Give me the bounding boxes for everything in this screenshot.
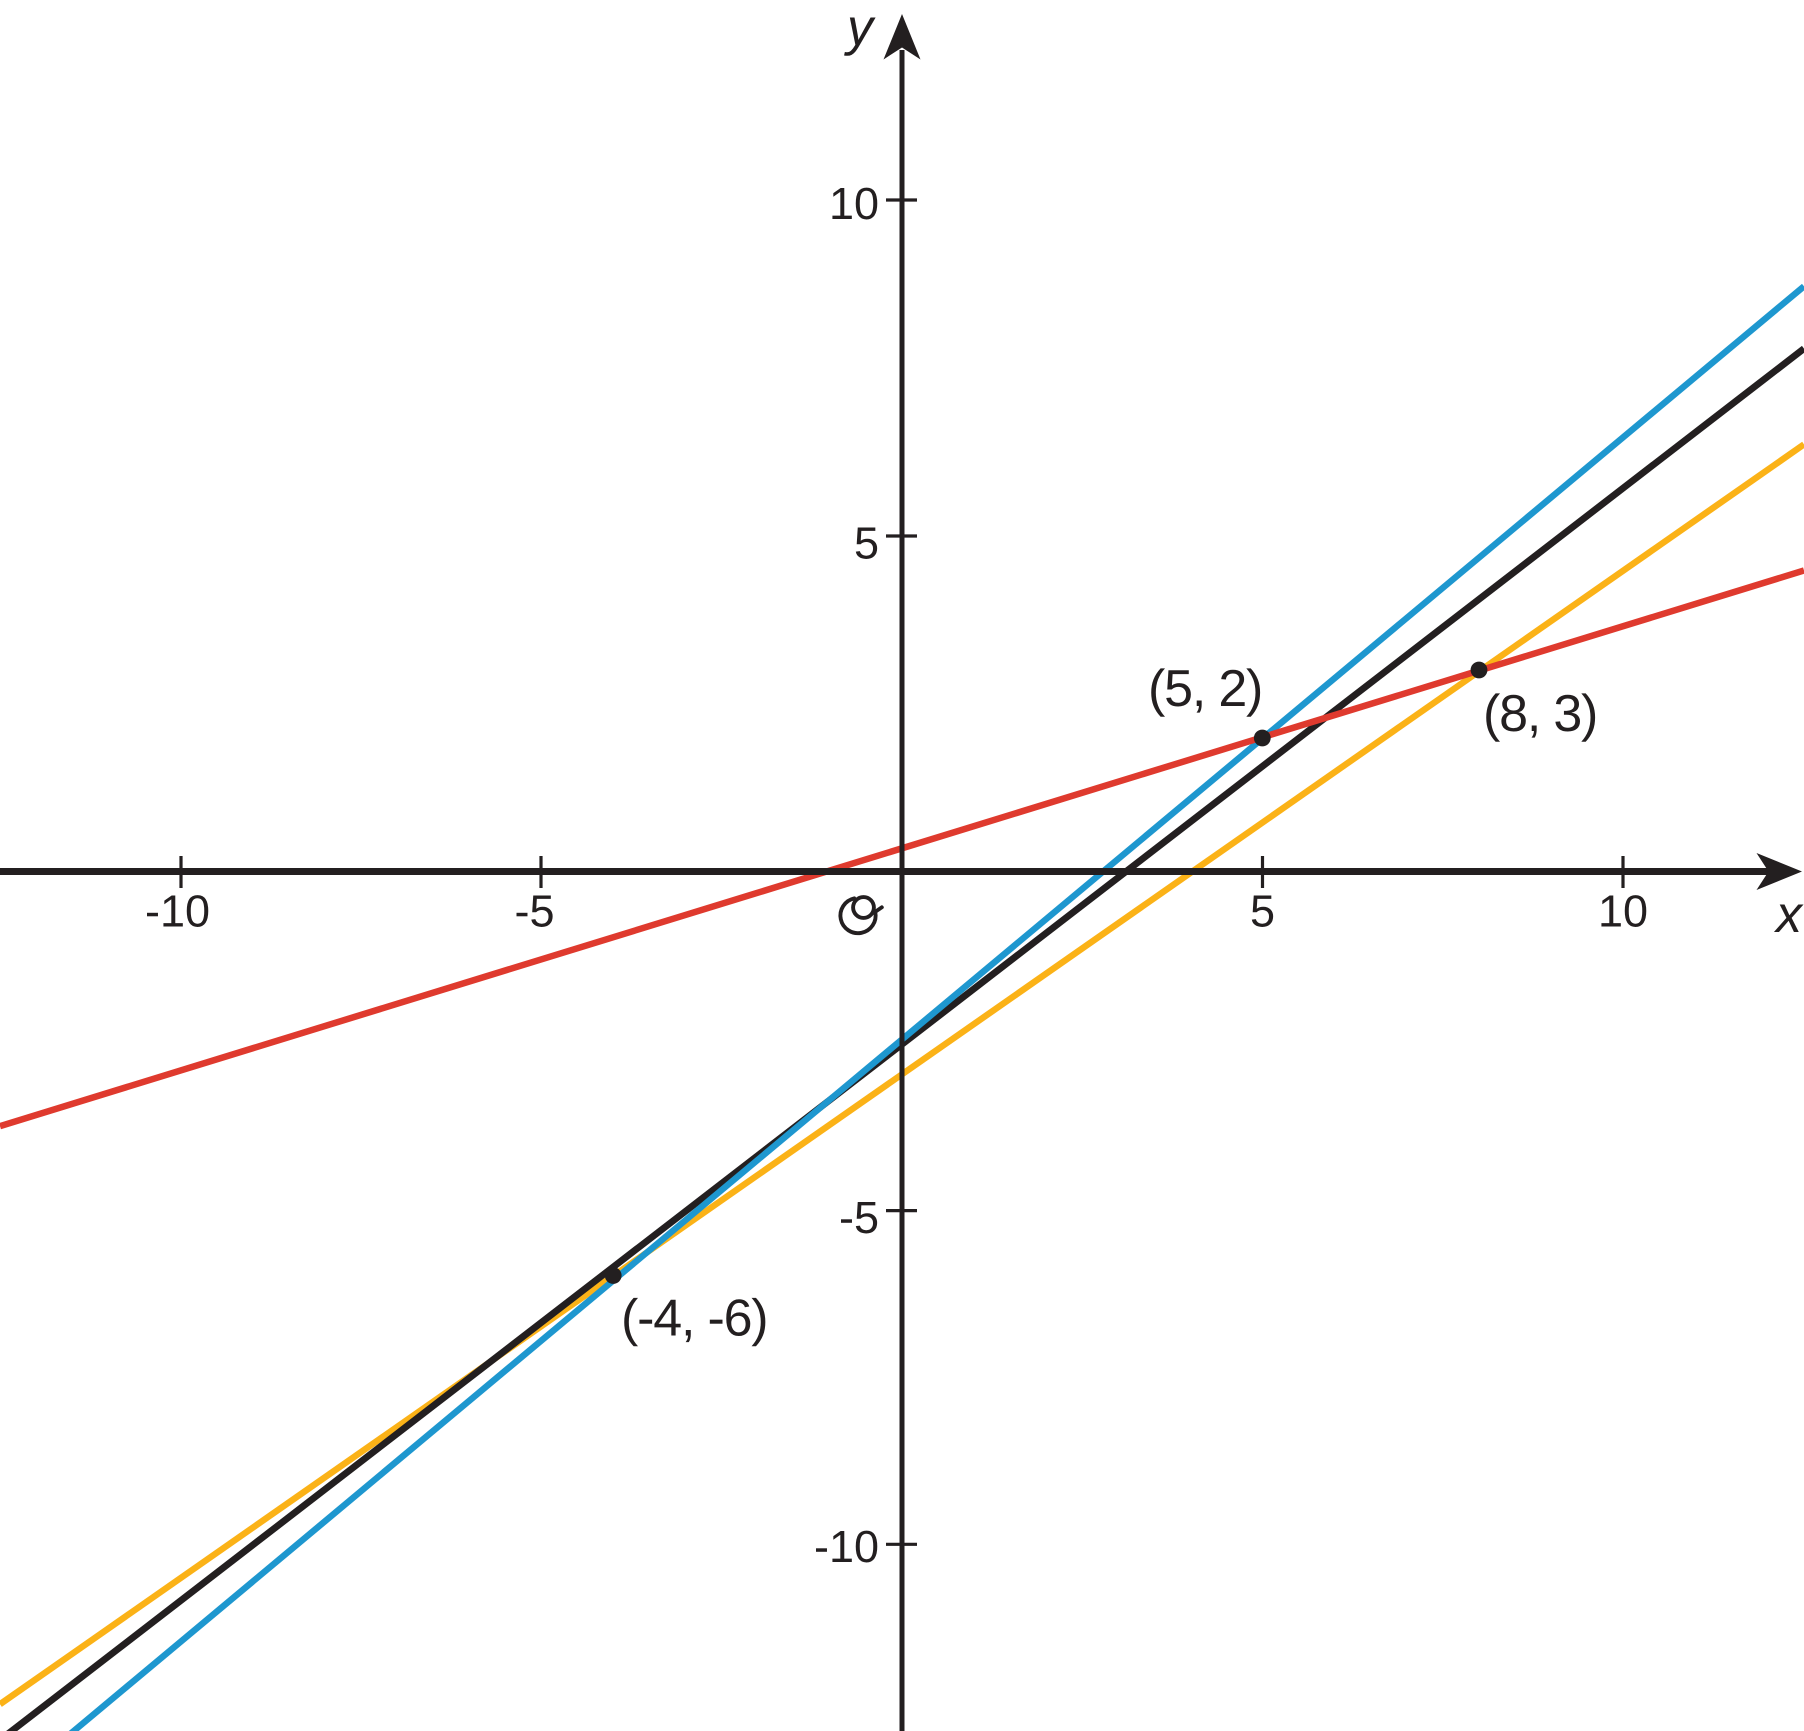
svg-text:5: 5: [1250, 886, 1275, 937]
svg-text:10: 10: [829, 178, 879, 229]
svg-text:-10: -10: [814, 1521, 879, 1572]
svg-text:-10: -10: [145, 886, 210, 937]
svg-text:10: 10: [1598, 886, 1648, 937]
svg-text:-5: -5: [514, 886, 554, 937]
svg-text:5: 5: [854, 518, 879, 569]
svg-text:x: x: [1773, 886, 1804, 944]
svg-text:y: y: [844, 0, 876, 57]
svg-text:-5: -5: [839, 1192, 879, 1243]
svg-text:(-4, -6): (-4, -6): [621, 1290, 767, 1348]
svg-text:(8, 3): (8, 3): [1483, 685, 1597, 743]
svg-text:(5, 2): (5, 2): [1148, 660, 1262, 718]
